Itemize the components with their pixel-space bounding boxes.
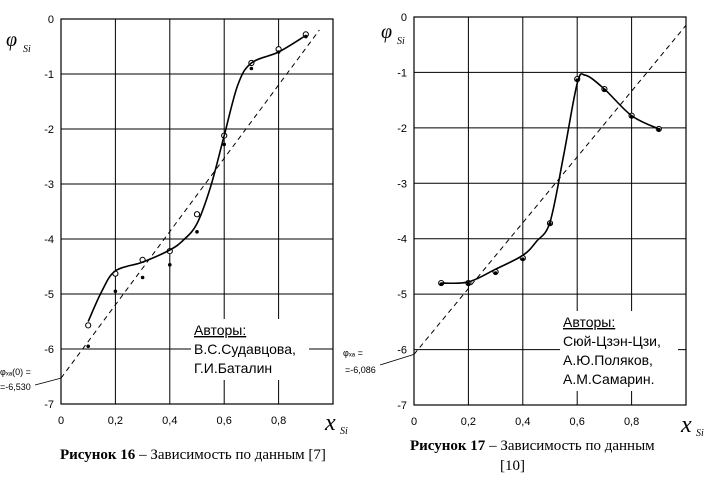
caption-text: – Зависимость по данным [7] <box>135 447 326 463</box>
y-axis-label-subscript: Si <box>23 44 31 55</box>
intercept-label-line1: φₓₐ(0) = <box>0 367 31 377</box>
author-name: А.Ю.Поляков, <box>563 352 653 368</box>
authors-box <box>560 311 678 391</box>
figure-caption: Рисунок 17 – Зависимость по данным <box>410 438 655 454</box>
fitted-curve <box>441 73 660 285</box>
intercept-label-line1: φₓₐ = <box>343 348 363 358</box>
diagonal-dashed-line <box>413 24 687 355</box>
data-point-filled <box>86 344 90 349</box>
x-tick-label: 0,2 <box>461 416 476 428</box>
y-tick-label: -4 <box>44 234 54 246</box>
figure-caption: Рисунок 16 – Зависимость по данным [7] <box>60 447 326 463</box>
author-name: А.М.Самарин. <box>563 371 654 387</box>
x-axis-label-subscript: Si <box>340 426 348 437</box>
data-point-filled <box>113 289 118 294</box>
y-tick-label: -2 <box>44 124 54 136</box>
intercept-leader-line <box>379 353 415 366</box>
author-name: В.С.Судавцова, <box>194 341 296 357</box>
y-axis-label: φ <box>6 29 17 51</box>
y-axis-label: φ <box>381 21 392 43</box>
y-tick-label: 0 <box>401 12 407 24</box>
x-axis-label-subscript: Si <box>696 428 704 439</box>
data-point-filled <box>466 282 471 286</box>
chart-figure-16: 0-1-2-3-4-5-6-70 0,2 0,4 0,6 0,8φ Six Siφₓₐ(0)… <box>0 14 348 463</box>
x-tick-label: 0,8 <box>624 416 639 428</box>
y-tick-label: -6 <box>44 344 54 356</box>
plot-frame <box>413 16 687 406</box>
fitted-curve <box>87 34 307 322</box>
authors-heading: Авторы: <box>563 314 615 330</box>
x-tick-label: 0,6 <box>570 416 585 428</box>
y-tick-label: -2 <box>397 123 407 135</box>
authors-heading: Авторы: <box>194 322 246 338</box>
x-tick-label: 0 <box>58 415 64 427</box>
y-tick-label: -5 <box>397 289 407 301</box>
x-tick-label: 0,2 <box>108 415 123 427</box>
x-tick-label: 0,6 <box>217 415 232 427</box>
intercept-label-line2: =-6,086 <box>345 365 376 375</box>
x-axis-label: x <box>324 410 336 436</box>
caption-text: – Зависимость по данным <box>485 438 655 454</box>
data-point-filled <box>168 263 172 267</box>
data-point-open <box>193 211 201 218</box>
caption-number: Рисунок 17 <box>410 438 486 454</box>
authors-box <box>191 319 309 380</box>
x-tick-label: 0,4 <box>515 416 530 428</box>
x-tick-label: 0 <box>411 416 417 428</box>
data-point-filled <box>140 275 145 280</box>
caption-number: Рисунок 16 <box>60 447 136 463</box>
data-point-filled <box>249 66 254 71</box>
y-tick-label: -5 <box>44 289 54 301</box>
x-tick-label: 0,4 <box>162 415 177 427</box>
x-axis-label: x <box>680 412 692 438</box>
author-name: Сюй-Цзэн-Цзи, <box>563 333 661 349</box>
y-axis-label-subscript: Si <box>397 36 405 47</box>
y-tick-label: -7 <box>397 400 407 412</box>
x-tick-label: 0,8 <box>271 415 286 427</box>
y-tick-label: -1 <box>397 67 407 79</box>
diagonal-dashed-line <box>60 29 320 379</box>
plot-frame <box>60 18 334 405</box>
data-point-open <box>85 322 92 329</box>
data-point-filled <box>195 230 199 234</box>
intercept-label-line2: =-6,530 <box>0 382 31 392</box>
y-tick-label: -3 <box>44 179 54 191</box>
intercept-leader-line <box>34 377 62 386</box>
y-tick-label: -6 <box>397 345 407 357</box>
data-point-filled <box>493 271 498 275</box>
y-tick-label: -7 <box>44 399 54 411</box>
caption-line2: [10] <box>500 458 525 474</box>
y-tick-label: 0 <box>48 14 54 26</box>
author-name: Г.И.Баталин <box>194 360 272 376</box>
data-point-filled <box>222 142 226 147</box>
y-tick-label: -3 <box>397 178 407 190</box>
y-tick-label: -4 <box>397 234 407 246</box>
data-point-filled <box>521 257 525 262</box>
y-tick-label: -1 <box>44 69 54 81</box>
